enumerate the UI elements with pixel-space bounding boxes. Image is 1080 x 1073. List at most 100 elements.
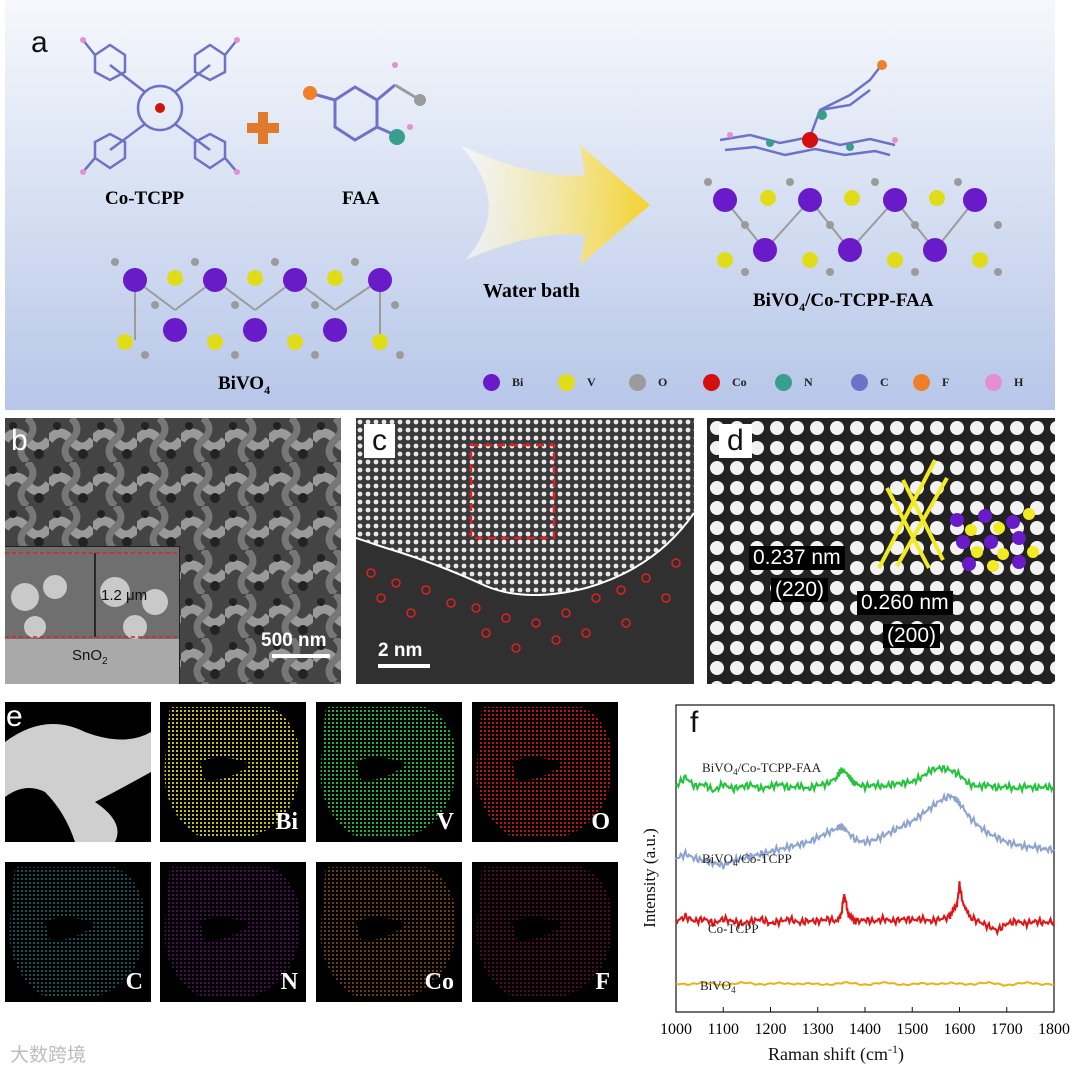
legend-item-o: O xyxy=(629,374,667,391)
series-label: BiVO4/Co-TCPP xyxy=(702,851,792,868)
map-texture xyxy=(5,724,151,842)
faa-molecule-illustration xyxy=(303,62,426,145)
eds-map-o: O xyxy=(472,702,618,842)
eds-map-n: N xyxy=(160,862,306,1002)
legend-label: C xyxy=(880,375,889,389)
plane-2-label: (200) xyxy=(883,624,941,648)
legend-item-c: C xyxy=(851,374,889,391)
film-thickness-label: 1.2 μm xyxy=(101,587,148,604)
legend-label: N xyxy=(804,375,813,389)
legend-label: O xyxy=(658,375,668,389)
panel-e-letter: e xyxy=(6,700,23,733)
water-bath-label: Water bath xyxy=(483,280,580,302)
x-tick-label: 1800 xyxy=(1038,1021,1070,1038)
adsorbed-molecule-illustration xyxy=(719,60,898,157)
map-label: V xyxy=(436,809,454,835)
x-tick-label: 1700 xyxy=(991,1021,1023,1038)
legend-dot-icon xyxy=(629,374,646,391)
y-axis-label: Intensity (a.u.) xyxy=(639,828,659,928)
map-texture xyxy=(476,867,612,997)
map-texture xyxy=(476,707,612,837)
scale-label-b: 500 nm xyxy=(261,630,327,651)
legend-dot-icon xyxy=(775,374,792,391)
faa-label: FAA xyxy=(342,188,380,209)
spacing-2-label: 0.260 nm xyxy=(857,591,953,615)
panel-f-letter: f xyxy=(690,706,699,739)
legend-dot-icon xyxy=(558,374,575,391)
substrate-label: SnO2 xyxy=(72,647,108,667)
map-texture xyxy=(320,707,456,837)
eds-map-co: Co xyxy=(316,862,462,1002)
legend-label: F xyxy=(942,375,950,389)
x-tick-label: 1300 xyxy=(802,1021,834,1038)
series-line-3 xyxy=(675,980,1055,987)
x-tick-label: 1100 xyxy=(708,1021,739,1038)
map-texture xyxy=(9,867,145,997)
legend-item-co: Co xyxy=(703,374,747,391)
legend-item-v: V xyxy=(558,374,596,391)
panel-b-sem-image: 1.2 μm SnO2 b 500 nm xyxy=(5,418,341,684)
legend-dot-icon xyxy=(483,374,500,391)
raman-plot: 1000 1100 1200 1300 1400 1500 1600 1700 1800 BiVO… xyxy=(660,704,1070,1038)
map-label: Bi xyxy=(275,809,298,835)
plane-1-label: (220) xyxy=(771,578,829,602)
map-label: N xyxy=(280,969,298,995)
spacing-1-label: 0.237 nm xyxy=(749,546,845,570)
cotcpp-molecule-illustration xyxy=(80,37,240,175)
map-texture xyxy=(320,867,456,997)
cross-section-inset: 1.2 μm SnO2 xyxy=(5,546,180,684)
series-label: BiVO4/Co-TCPP-FAA xyxy=(702,760,822,777)
x-tick-label: 1500 xyxy=(896,1021,928,1038)
map-label: C xyxy=(125,969,143,995)
cotcpp-label: Co-TCPP xyxy=(105,188,185,209)
bivo4-label: BiVO4 xyxy=(218,373,271,397)
series-line-0 xyxy=(675,764,1055,796)
cross-section-texture xyxy=(5,547,179,684)
panel-c-letter: c xyxy=(364,424,395,458)
eds-map-f: F xyxy=(472,862,618,1002)
legend-label: V xyxy=(587,375,596,389)
plus-icon xyxy=(247,112,279,144)
x-tick-label: 1000 xyxy=(660,1021,692,1038)
haadf-texture xyxy=(356,418,694,684)
watermark-text: 大数跨境 xyxy=(10,1044,87,1066)
legend-dot-icon xyxy=(985,374,1002,391)
series-line-2 xyxy=(675,881,1055,937)
series-label: Co-TCPP xyxy=(708,921,759,936)
panel-a-letter: a xyxy=(31,26,48,59)
eds-map-c: C xyxy=(5,862,151,1002)
scale-bar-b xyxy=(272,654,330,658)
product-label: BiVO4/Co-TCPP-FAA xyxy=(753,290,934,314)
eds-map-bi: Bi xyxy=(160,702,306,842)
legend-dot-icon xyxy=(851,374,868,391)
eds-map-v: V xyxy=(316,702,462,842)
map-label: O xyxy=(591,809,610,835)
panel-d-hrtem-image: d 0.237 nm (220) 0.260 nm (200) xyxy=(707,418,1055,684)
map-label: Co xyxy=(424,969,454,995)
x-tick-label: 1600 xyxy=(944,1021,976,1038)
map-label: F xyxy=(595,969,610,995)
bivo4-lattice-illustration xyxy=(111,258,404,359)
scale-label-c: 2 nm xyxy=(378,640,423,661)
x-axis-label: Raman shift (cm-1) xyxy=(768,1042,904,1064)
legend-label: H xyxy=(1014,375,1024,389)
haadf-map xyxy=(5,702,151,842)
scale-bar-c xyxy=(378,664,430,668)
map-texture xyxy=(164,867,300,997)
panel-d-letter: d xyxy=(719,424,752,458)
legend-dot-icon xyxy=(703,374,720,391)
map-texture xyxy=(164,707,300,837)
product-lattice-illustration xyxy=(704,178,1002,276)
legend-item-n: N xyxy=(775,374,813,391)
series-line-1 xyxy=(675,791,1055,870)
legend-dot-icon xyxy=(913,374,930,391)
panel-f-raman-chart: 1000 1100 1200 1300 1400 1500 1600 1700 1800 BiVO… xyxy=(640,700,1080,1073)
panel-e-eds-maps: Bi V O C N Co F e xyxy=(0,700,640,1020)
legend-item-f: F xyxy=(913,374,949,391)
x-tick-label: 1400 xyxy=(849,1021,881,1038)
series-label: BiVO4 xyxy=(700,978,736,995)
legend-item-bi: Bi xyxy=(483,374,523,391)
legend-label: Co xyxy=(732,375,747,389)
legend-label: Bi xyxy=(512,375,524,389)
panel-a-schematic: a Co-TCPP FAA xyxy=(5,0,1055,410)
